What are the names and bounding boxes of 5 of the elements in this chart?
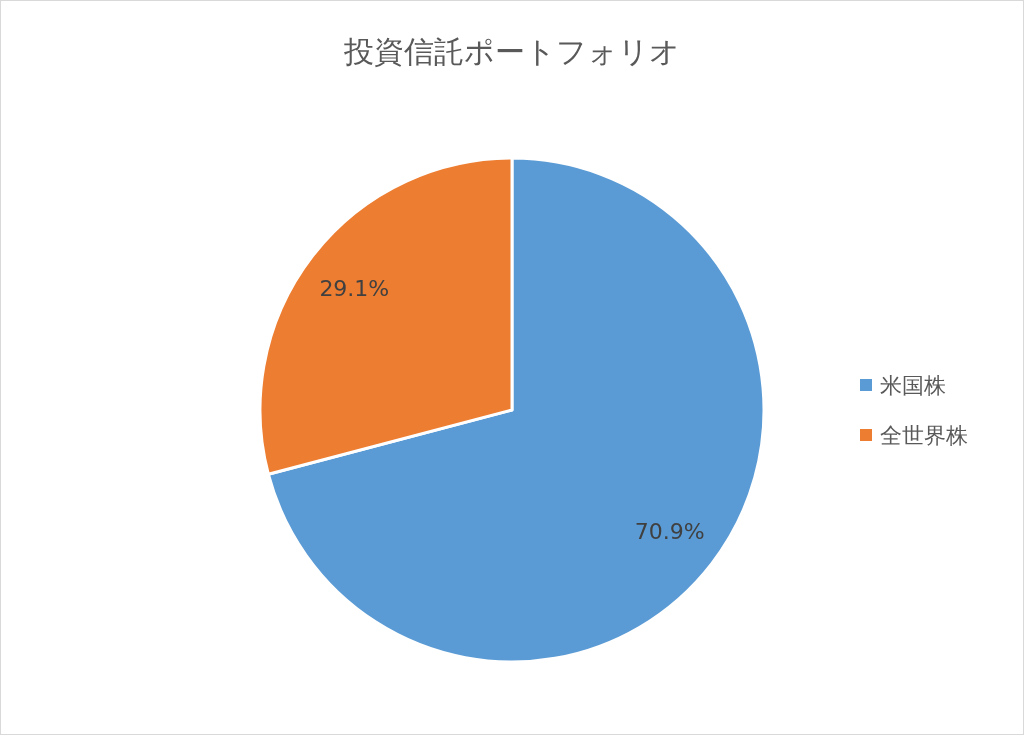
data-label: 29.1% xyxy=(319,275,390,301)
data-label: 70.9% xyxy=(634,519,705,545)
chart-title: 投資信託ポートフォリオ xyxy=(343,34,680,69)
legend-label: 全世界株 xyxy=(880,422,968,448)
legend-label: 米国株 xyxy=(880,372,946,398)
